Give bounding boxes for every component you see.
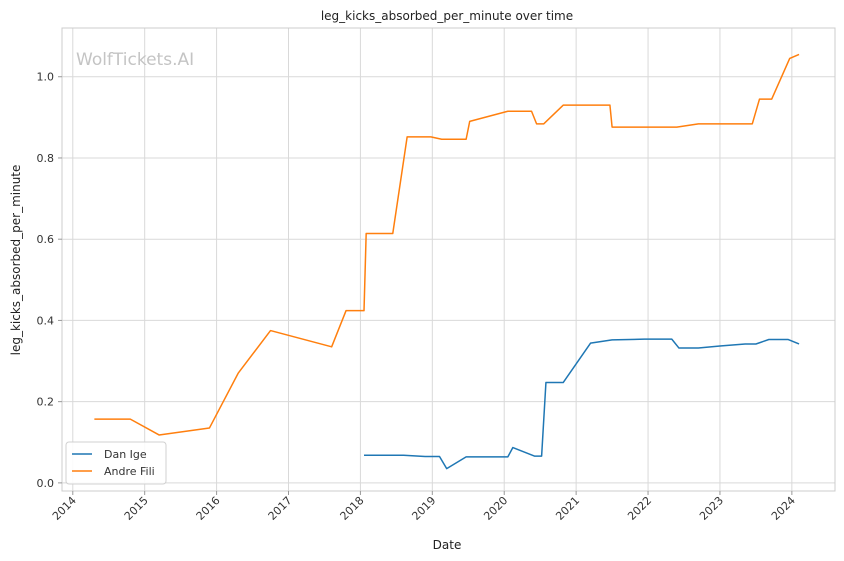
watermark: WolfTickets.AI: [76, 50, 194, 70]
x-axis-label: Date: [433, 538, 462, 552]
y-tick-label: 0.4: [37, 314, 55, 327]
series-line-dan-ige: [364, 338, 800, 470]
series-line-andre-fili: [94, 53, 800, 436]
y-tick-label: 0.2: [37, 396, 55, 409]
y-tick-label: 1.0: [37, 71, 55, 84]
legend: Dan Ige Andre Fili: [65, 441, 167, 485]
plot-frame: [61, 27, 836, 492]
series-layer: [94, 53, 800, 470]
y-tick-label: 0.6: [37, 233, 55, 246]
legend-box: [65, 441, 167, 485]
y-axis-label: leg_kicks_absorbed_per_minute: [9, 165, 23, 356]
plot-area: [62, 28, 835, 491]
legend-label-dan-ige: Dan Ige: [104, 448, 147, 461]
legend-label-andre-fili: Andre Fili: [104, 465, 155, 478]
y-tick-label: 0.8: [37, 152, 55, 165]
chart-title: leg_kicks_absorbed_per_minute over time: [321, 9, 573, 23]
y-tick-label: 0.0: [37, 477, 55, 490]
